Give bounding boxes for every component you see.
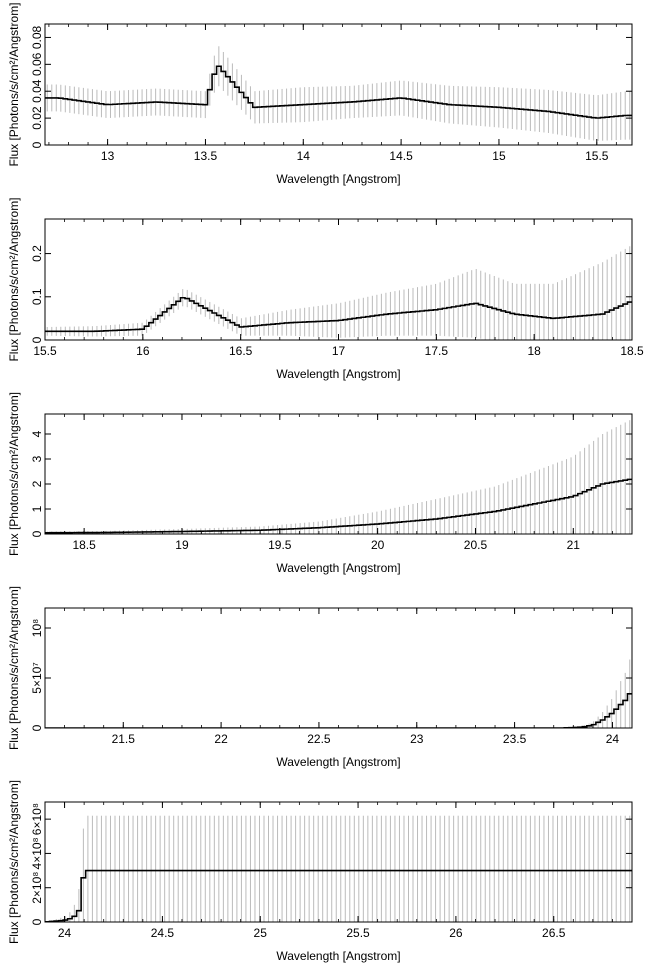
y-axis-label: Flux [Photons/s/cm²/Angstrom]: [7, 2, 21, 166]
x-tick-label: 22.5: [307, 732, 331, 746]
y-tick-label: 0.1: [30, 288, 44, 305]
y-tick-label: 0: [30, 141, 44, 148]
chart-panel-1: 13 13.5 14 14.5 15 15.5 0 0.02 0.04 0.06 0.08 Wavel…: [7, 2, 633, 186]
y-tick-label: 0.02: [30, 106, 44, 130]
y-tick-label: 0: [30, 336, 44, 343]
y-tick-label: 2×10⁸: [30, 872, 44, 904]
y-tick-label: 4×10⁸: [30, 837, 44, 869]
plot-frame: [44, 23, 633, 146]
chart-panel-2: 15.5 16 16.5 17 17.5 18 18.5 0 0.1 0.2 Wavelength …: [7, 197, 644, 381]
x-tick-label: 13: [101, 149, 115, 163]
x-axis-label: Wavelength [Angstrom]: [276, 561, 400, 575]
y-tick-label: 0.04: [30, 79, 44, 103]
y-axis-label: Flux [Photons/s/cm²/Angstrom]: [7, 586, 21, 750]
x-tick-label: 22: [214, 732, 228, 746]
y-tick-label: 4: [30, 430, 44, 437]
x-tick-label: 14: [297, 149, 311, 163]
chart-panel-5: 24 24.5 25 25.5 26 26.5 0 2×10⁸ 4×10⁸ 6×10⁸ Wavele…: [7, 780, 633, 963]
x-tick-label: 16.5: [229, 344, 253, 358]
plot-area: [45, 420, 632, 534]
x-tick-label: 21: [567, 538, 581, 552]
x-tick-label: 24: [58, 926, 72, 940]
x-tick-label: 20: [371, 538, 385, 552]
x-axis-label: Wavelength [Angstrom]: [276, 755, 400, 769]
x-tick-label: 23: [410, 732, 424, 746]
plot-area: [45, 659, 632, 728]
x-tick-label: 20.5: [464, 538, 488, 552]
x-tick-label: 24.5: [151, 926, 175, 940]
chart-panel-4: 21.5 22 22.5 23 23.5 24 0 5×10⁷ 10⁸ Wavelength [A…: [7, 586, 633, 769]
y-axis-label: Flux [Photons/s/cm²/Angstrom]: [7, 780, 21, 944]
y-tick-label: 0.08: [30, 25, 44, 49]
x-tick-label: 21.5: [112, 732, 136, 746]
x-tick-label: 24: [606, 732, 620, 746]
y-tick-label: 6×10⁸: [30, 803, 44, 835]
y-tick-label: 5×10⁷: [30, 662, 44, 693]
x-tick-label: 15.5: [585, 149, 609, 163]
x-tick-label: 16: [136, 344, 150, 358]
plot-area: [45, 46, 632, 141]
x-tick-label: 25: [254, 926, 268, 940]
x-tick-label: 13.5: [194, 149, 218, 163]
data-line: [45, 296, 632, 333]
plot-area: [45, 246, 632, 340]
x-tick-label: 23.5: [503, 732, 527, 746]
plot-frame: [44, 607, 633, 729]
x-tick-label: 18.5: [620, 344, 644, 358]
y-tick-label: 0.06: [30, 52, 44, 76]
data-line: [45, 692, 632, 728]
x-axis-label: Wavelength [Angstrom]: [276, 949, 400, 963]
x-tick-label: 17.5: [425, 344, 449, 358]
y-tick-label: 3: [30, 455, 44, 462]
x-tick-label: 19: [175, 538, 189, 552]
y-tick-label: 0: [30, 530, 44, 537]
y-tick-label: 0.2: [30, 245, 44, 262]
data-line: [45, 65, 632, 119]
x-tick-label: 15.5: [33, 344, 57, 358]
y-tick-label: 1: [30, 505, 44, 512]
x-tick-label: 18: [527, 344, 541, 358]
x-axis-label: Wavelength [Angstrom]: [276, 367, 400, 381]
y-tick-label: 0: [30, 918, 44, 925]
plot-area: [45, 815, 632, 922]
x-tick-label: 25.5: [346, 926, 370, 940]
x-tick-label: 14.5: [389, 149, 413, 163]
y-tick-label: 10⁸: [30, 619, 44, 637]
data-line: [45, 869, 632, 922]
x-tick-label: 17: [332, 344, 346, 358]
y-tick-label: 0: [30, 724, 44, 731]
x-tick-label: 26: [449, 926, 463, 940]
x-tick-label: 19.5: [268, 538, 292, 552]
y-axis-label: Flux [Photons/s/cm²/Angstrom]: [7, 392, 21, 556]
y-axis-label: Flux [Photons/s/cm²/Angstrom]: [7, 197, 21, 361]
x-tick-label: 26.5: [542, 926, 566, 940]
x-tick-label: 15: [492, 149, 506, 163]
y-tick-label: 2: [30, 480, 44, 487]
x-axis-label: Wavelength [Angstrom]: [276, 172, 400, 186]
x-tick-label: 18.5: [72, 538, 96, 552]
data-line: [45, 478, 632, 534]
chart-panel-3: 18.5 19 19.5 20 20.5 21 0 1 2 3 4 Wavelength [Angst…: [7, 392, 633, 575]
